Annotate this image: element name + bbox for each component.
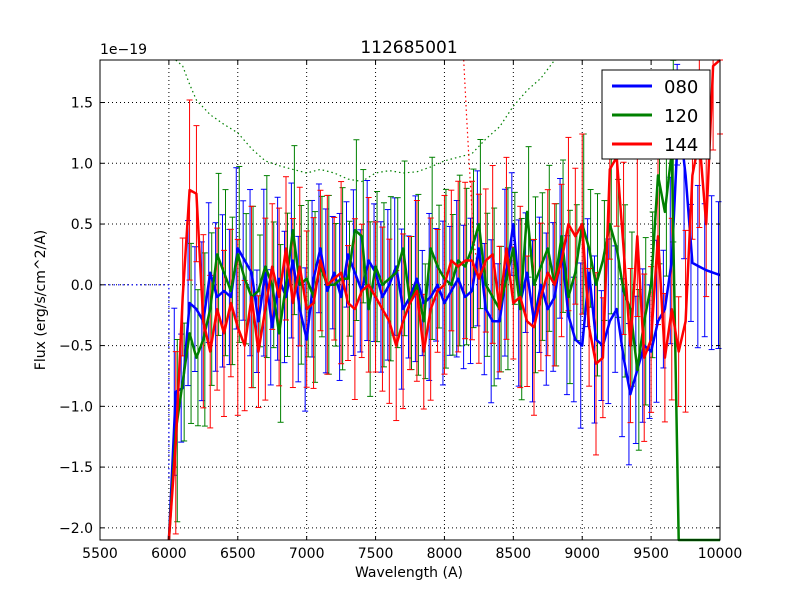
y-offset-label: 1e−19	[100, 42, 147, 58]
series-line-080	[167, 113, 721, 541]
reference-lines	[100, 59, 556, 480]
x-tick-label: 8000	[427, 546, 463, 562]
reference-line-120	[175, 59, 556, 183]
plot-frame	[99, 59, 721, 541]
legend: 080 120 144	[601, 69, 711, 160]
y-tick-label: −0.5	[59, 339, 93, 355]
series-lines	[167, 59, 721, 542]
x-tick-label: 9000	[564, 546, 600, 562]
x-tick-label: 5500	[82, 546, 118, 562]
x-tick-label: 6000	[151, 546, 187, 562]
y-tick-label: 1.0	[71, 156, 93, 172]
legend-label-120: 120	[664, 106, 698, 127]
y-tick-label: −1.0	[59, 399, 93, 415]
x-tick-label: 8500	[496, 546, 532, 562]
y-tick-label: 0.5	[71, 217, 93, 233]
x-tick-label: 6500	[220, 546, 256, 562]
axis-ticks: 5500 6000 6500 7000 7500 8000 8500 9000 9500 1000…	[59, 60, 742, 562]
reference-line-144	[463, 59, 479, 267]
y-tick-label: −1.5	[59, 460, 93, 476]
chart-title: 112685001	[360, 38, 457, 58]
x-tick-label: 7000	[289, 546, 325, 562]
y-axis-label: Flux (erg/s/cm^2/A)	[33, 230, 49, 370]
legend-label-080: 080	[664, 77, 698, 98]
y-tick-label: −2.0	[59, 521, 93, 537]
x-tick-label: 7500	[358, 546, 394, 562]
x-tick-label: 9500	[633, 546, 669, 562]
reference-line-080	[100, 284, 170, 480]
y-tick-label: 0.0	[71, 278, 93, 294]
y-tick-label: 1.5	[71, 96, 93, 112]
legend-label-144: 144	[664, 135, 698, 156]
series-line-144	[167, 59, 721, 541]
x-tick-label: 10000	[698, 546, 743, 562]
x-axis-label: Wavelength (A)	[355, 565, 463, 581]
